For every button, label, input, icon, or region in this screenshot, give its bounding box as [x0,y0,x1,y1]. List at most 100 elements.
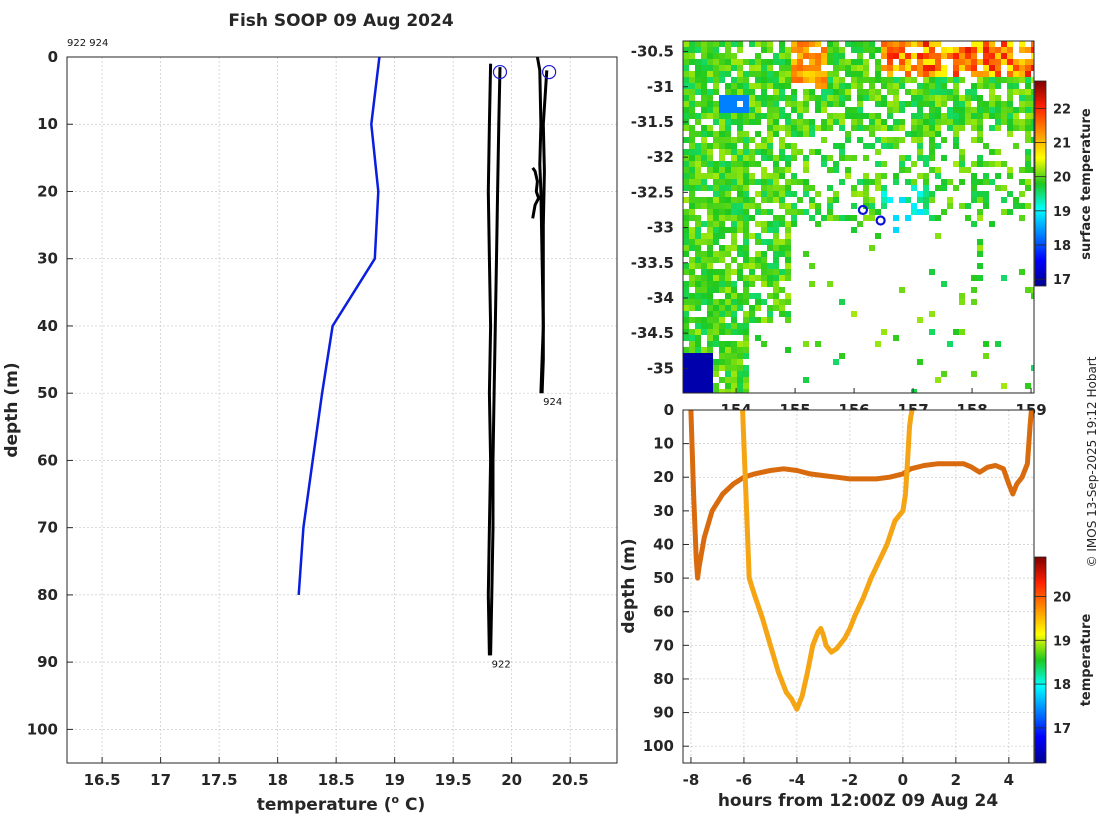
sst-cell [695,65,701,71]
sst-y-tick-label: -35 [647,359,674,377]
sst-cell [911,89,917,95]
sst-cell [785,179,791,185]
sst-cell [761,41,767,47]
sst-cell [935,119,941,125]
sst-cell [779,107,785,113]
sst-cell [707,197,713,203]
sst-cell [1007,173,1013,179]
sst-cell [803,53,809,59]
depth-time-x-tick-label: 2 [951,771,961,789]
sst-cell [761,263,767,269]
sst-cell [827,119,833,125]
sst-cell [881,143,887,149]
sst-cell [737,95,743,101]
sst-cell [899,137,905,143]
sst-cell [797,47,803,53]
sst-cell [683,245,689,251]
sst-cell [935,377,941,383]
sst-y-tick-label: -30.5 [631,43,674,61]
sst-cell [701,317,707,323]
probe-ids-label: 922 924 [67,38,108,49]
depth-time-x-label: hours from 12:00Z 09 Aug 24 [718,791,999,811]
sst-cell [785,347,791,353]
sst-cell [851,71,857,77]
sst-cell [869,83,875,89]
sst-cell [725,41,731,47]
sst-cell [893,83,899,89]
sst-cell [923,77,929,83]
sst-cell [743,281,749,287]
sst-cell [713,305,719,311]
sst-cell [941,71,947,77]
sst-cell [935,125,941,131]
sst-cell [701,137,707,143]
sst-cell [689,353,695,359]
sst-cell [1025,71,1031,77]
sst-cell [725,227,731,233]
sst-cell [809,215,815,221]
sst-cell [971,371,977,377]
sst-cell [713,287,719,293]
sst-cell [857,107,863,113]
sst-cell [683,59,689,65]
sst-cell [1001,47,1007,53]
sst-cell [779,125,785,131]
sst-cell [995,65,1001,71]
sst-cell [707,101,713,107]
sst-cell [881,65,887,71]
sst-cell [917,149,923,155]
sst-cell [827,113,833,119]
sst-cell [1025,119,1031,125]
sst-cell [701,275,707,281]
sst-cell [719,179,725,185]
sst-cell [719,101,725,107]
sst-cell [857,53,863,59]
sst-cell [689,191,695,197]
sst-cell [725,293,731,299]
sst-cell [899,197,905,203]
sst-cell [713,203,719,209]
sst-cell [725,377,731,383]
profile-x-tick-label: 16.5 [84,771,121,789]
sst-cell [833,77,839,83]
sst-cell [887,65,893,71]
sst-cell [1013,203,1019,209]
sst-cell [713,281,719,287]
sst-cell [755,143,761,149]
sst-cell [863,185,869,191]
depth-time-series-shallow-track [688,410,1034,581]
sst-cell [737,173,743,179]
sst-cell [905,167,911,173]
sst-cell [713,113,719,119]
sst-cell [707,167,713,173]
sst-cell [683,323,689,329]
sst-cell [827,53,833,59]
sst-cell [833,113,839,119]
sst-cell [713,191,719,197]
sst-cell [737,155,743,161]
sst-cell [833,191,839,197]
sst-cell [743,239,749,245]
sst-cell [767,197,773,203]
sst-cell [821,107,827,113]
sst-cell [755,209,761,215]
sst-cell [833,83,839,89]
sst-cell [731,143,737,149]
sst-cell [731,119,737,125]
sst-cell [911,101,917,107]
sst-cell [689,95,695,101]
sst-cell [689,275,695,281]
sst-cell [923,197,929,203]
sst-cell [725,113,731,119]
sst-cell [1025,137,1031,143]
sst-cell [695,359,701,365]
sst-cell [809,59,815,65]
sst-cell [953,83,959,89]
sst-cell [983,41,989,47]
sst-cell [731,95,737,101]
sst-cell [683,383,689,389]
sst-cell [845,137,851,143]
sst-cell [941,83,947,89]
sst-cell [773,173,779,179]
sst-cell [869,89,875,95]
